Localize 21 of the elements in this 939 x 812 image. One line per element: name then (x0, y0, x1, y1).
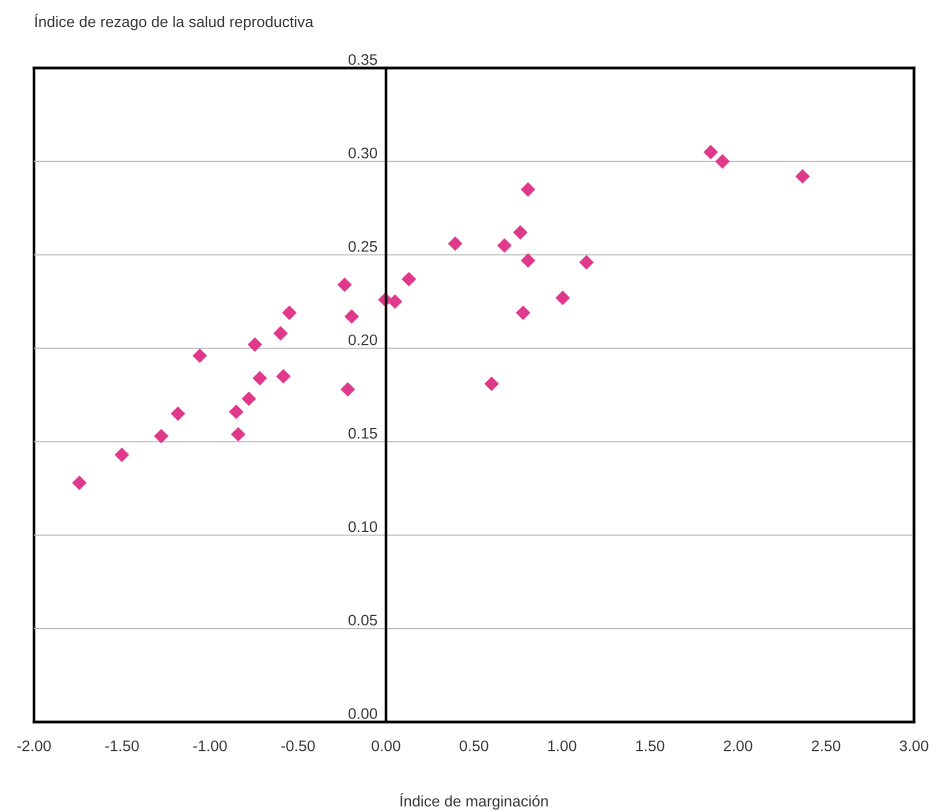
y-tick-label: 0.00 (348, 708, 378, 719)
y-tick-label: 0.30 (348, 148, 378, 158)
y-tick-label: 0.20 (348, 334, 378, 346)
x-tick-label: 1.50 (636, 740, 664, 752)
x-tick-label: 1.00 (548, 740, 576, 752)
y-tick-label: 0.15 (348, 428, 378, 439)
x-tick-label: 2.00 (724, 740, 752, 752)
x-tick-label: 0.00 (372, 740, 400, 752)
y-tick-label: 0.10 (348, 521, 378, 532)
x-tick-label: -1.50 (105, 740, 139, 752)
x-tick-label: -1.00 (193, 740, 227, 752)
y-tick-label: 0.35 (348, 54, 378, 65)
x-tick-label: -0.50 (281, 740, 315, 752)
y-axis-title: Índice de rezago de la salud reproductiva (35, 14, 314, 30)
x-tick-label: 0.50 (460, 740, 488, 752)
y-tick-label: 0.05 (348, 614, 378, 626)
y-tick-label: 0.25 (348, 241, 378, 252)
x-tick-label: 3.00 (900, 740, 928, 752)
x-tick-label: -2.00 (17, 740, 51, 752)
x-axis-title: Índice de marginación (400, 793, 548, 810)
x-tick-label: 2.50 (812, 740, 840, 752)
